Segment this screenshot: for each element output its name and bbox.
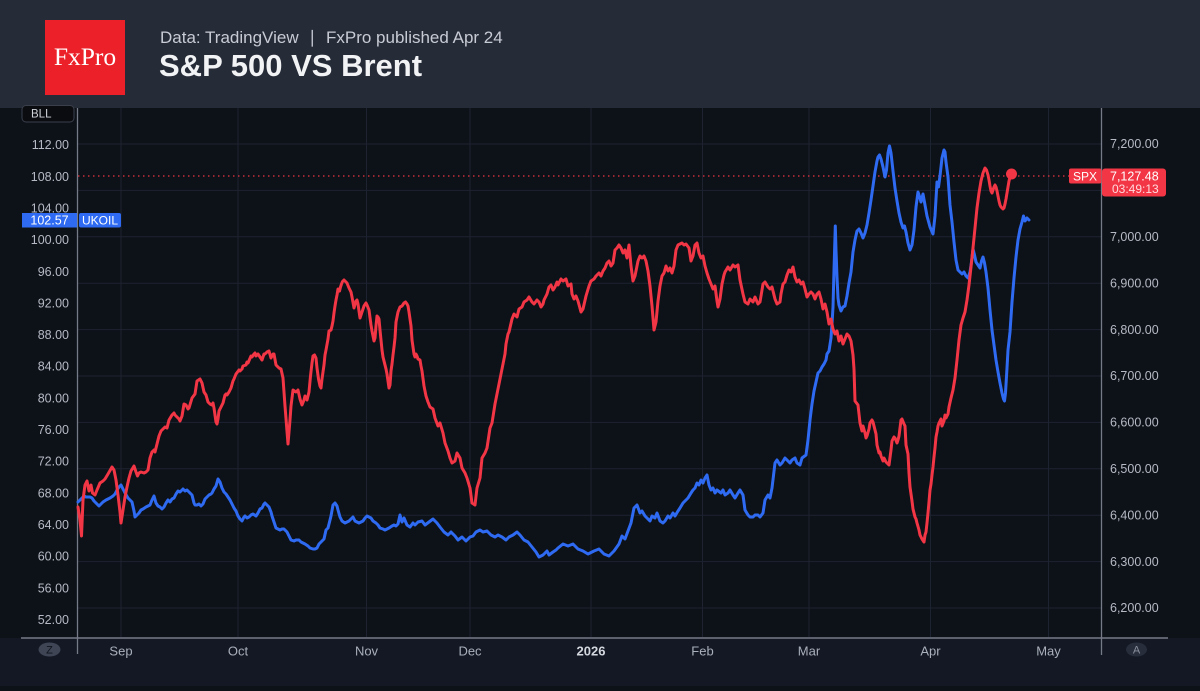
svg-text:108.00: 108.00 [31,170,69,184]
svg-text:Oct: Oct [228,644,249,659]
svg-text:80.00: 80.00 [38,391,69,405]
svg-text:BLL: BLL [31,109,52,121]
svg-text:112.00: 112.00 [32,138,69,152]
svg-text:104.00: 104.00 [31,202,69,216]
svg-text:UKOIL: UKOIL [82,214,118,228]
svg-text:68.00: 68.00 [38,486,69,500]
svg-text:56.00: 56.00 [38,581,69,595]
svg-text:Z: Z [46,645,53,657]
svg-text:6,400.00: 6,400.00 [1110,508,1159,522]
svg-text:72.00: 72.00 [38,455,69,469]
svg-text:102.57: 102.57 [30,214,68,228]
svg-text:Mar: Mar [798,644,821,659]
svg-text:Nov: Nov [355,644,379,659]
svg-text:60.00: 60.00 [38,550,69,564]
svg-text:7,127.48: 7,127.48 [1110,170,1159,184]
svg-text:6,700.00: 6,700.00 [1110,369,1159,383]
svg-text:03:49:13: 03:49:13 [1112,182,1159,196]
svg-text:S&P 500 VS Brent: S&P 500 VS Brent [159,48,422,83]
svg-text:64.00: 64.00 [38,518,69,532]
svg-text:6,600.00: 6,600.00 [1110,416,1159,430]
svg-text:7,200.00: 7,200.00 [1110,137,1159,151]
svg-text:6,900.00: 6,900.00 [1110,276,1159,290]
svg-text:Apr: Apr [920,644,941,659]
svg-text:2026: 2026 [577,644,606,659]
svg-text:92.00: 92.00 [38,296,69,310]
svg-text:7,000.00: 7,000.00 [1110,230,1159,244]
svg-text:FxPro: FxPro [54,42,116,71]
svg-text:52.00: 52.00 [38,613,69,627]
svg-text:6,500.00: 6,500.00 [1110,462,1159,476]
svg-text:May: May [1036,644,1061,659]
svg-text:6,800.00: 6,800.00 [1110,323,1159,337]
svg-text:76.00: 76.00 [38,423,69,437]
svg-text:SPX: SPX [1073,170,1097,184]
svg-text:84.00: 84.00 [38,360,69,374]
svg-text:Sep: Sep [109,644,132,659]
svg-text:Dec: Dec [458,644,482,659]
svg-text:100.00: 100.00 [31,233,69,247]
svg-text:A: A [1133,645,1141,657]
svg-text:6,200.00: 6,200.00 [1110,601,1159,615]
svg-text:96.00: 96.00 [38,265,69,279]
svg-text:88.00: 88.00 [38,328,69,342]
svg-text:Data: TradingView ∣ FxPro pu: Data: TradingView ∣ FxPro published Apr … [160,28,503,47]
svg-text:6,300.00: 6,300.00 [1110,555,1159,569]
svg-text:Feb: Feb [691,644,713,659]
